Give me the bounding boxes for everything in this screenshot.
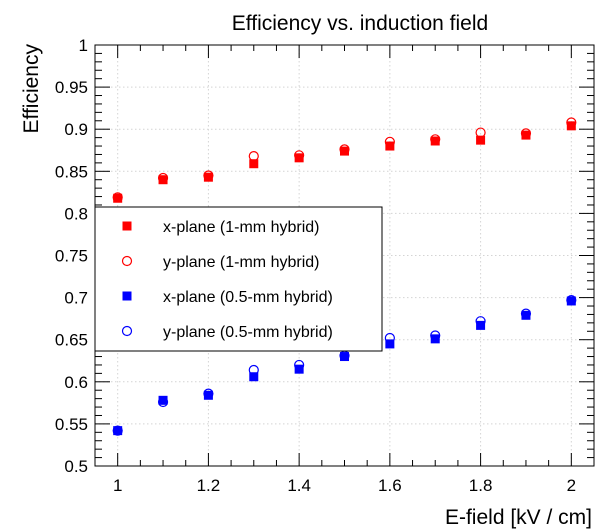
legend-label: x-plane (1-mm hybrid) (163, 219, 319, 236)
data-point-series-1 (157, 172, 169, 184)
legend-box (94, 206, 383, 352)
data-point-series-0 (340, 146, 349, 156)
data-point-series-3 (384, 332, 395, 344)
x-tick-label: 1 (113, 476, 122, 495)
data-point-series-2 (385, 339, 395, 349)
x-tick-label: 1.8 (469, 476, 493, 495)
data-point-series-3 (520, 308, 532, 319)
data-point-series-2 (203, 390, 213, 400)
y-tick-label: 0.8 (64, 204, 88, 223)
data-point-series-3 (430, 330, 441, 341)
data-point-series-0 (294, 153, 304, 163)
data-point-series-1 (203, 170, 214, 181)
y-tick-label: 0.9 (64, 120, 88, 139)
data-point-series-0 (521, 130, 531, 140)
x-tick-label: 2 (567, 476, 576, 495)
data-point-series-1 (475, 127, 486, 138)
y-tick-label: 0.75 (55, 247, 88, 266)
legend-label: y-plane (1-mm hybrid) (163, 254, 319, 271)
data-point-series-0 (249, 159, 259, 169)
data-point-series-1 (248, 151, 259, 162)
y-tick-label: 1 (79, 36, 88, 55)
x-tick-label: 1.4 (287, 476, 311, 495)
data-point-series-1 (294, 150, 305, 161)
data-point-series-2 (430, 334, 440, 344)
data-point-series-0 (113, 193, 123, 203)
legend: x-plane (1-mm hybrid) y-plane (1-mm hybri… (94, 206, 383, 352)
data-point-series-2 (340, 352, 349, 362)
data-point-series-2 (249, 372, 259, 382)
data-point-series-3 (294, 359, 305, 371)
data-point-series-0 (430, 136, 440, 146)
data-point-series-3 (566, 295, 577, 306)
data-point-series-3 (203, 388, 214, 399)
y-tick-label: 0.95 (55, 78, 88, 97)
data-point-series-3 (112, 425, 123, 436)
data-point-series-0 (566, 121, 576, 131)
chart-title: Efficiency vs. induction field (232, 12, 488, 35)
data-point-series-1 (384, 136, 395, 147)
data-points (112, 117, 577, 436)
data-point-series-2 (566, 296, 576, 306)
y-tick-label: 0.6 (64, 373, 88, 392)
y-axis-label: Efficiency (20, 44, 43, 134)
data-point-series-1 (339, 144, 350, 155)
legend-marker (121, 325, 133, 337)
data-point-series-3 (475, 316, 486, 327)
legend-marker (121, 255, 133, 267)
x-tick-label: 1.2 (197, 476, 221, 495)
data-point-series-2 (158, 395, 168, 405)
y-tick-label: 0.7 (64, 289, 88, 308)
data-point-series-1 (112, 192, 123, 203)
legend-label: y-plane (0.5-mm hybrid) (163, 324, 333, 341)
y-tick-label: 0.5 (64, 457, 88, 476)
legend-marker (122, 291, 132, 301)
y-tick-label: 0.55 (55, 415, 88, 434)
data-point-series-0 (158, 175, 168, 185)
x-tick-label: 1.6 (378, 476, 402, 495)
x-axis-label: E-field [kV / cm] (445, 506, 592, 529)
data-point-series-3 (248, 364, 259, 376)
data-point-series-0 (203, 172, 213, 182)
y-tick-label: 0.85 (55, 162, 88, 181)
legend-label: x-plane (0.5-mm hybrid) (163, 289, 333, 306)
y-tick-label: 0.65 (55, 331, 88, 350)
data-point-series-2 (113, 426, 123, 436)
data-point-series-2 (521, 310, 531, 320)
data-point-series-1 (430, 134, 441, 145)
data-point-series-1 (520, 128, 532, 139)
data-point-series-1 (566, 117, 577, 128)
data-point-series-0 (476, 135, 486, 145)
data-point-series-3 (157, 396, 169, 408)
legend-marker (122, 221, 132, 231)
